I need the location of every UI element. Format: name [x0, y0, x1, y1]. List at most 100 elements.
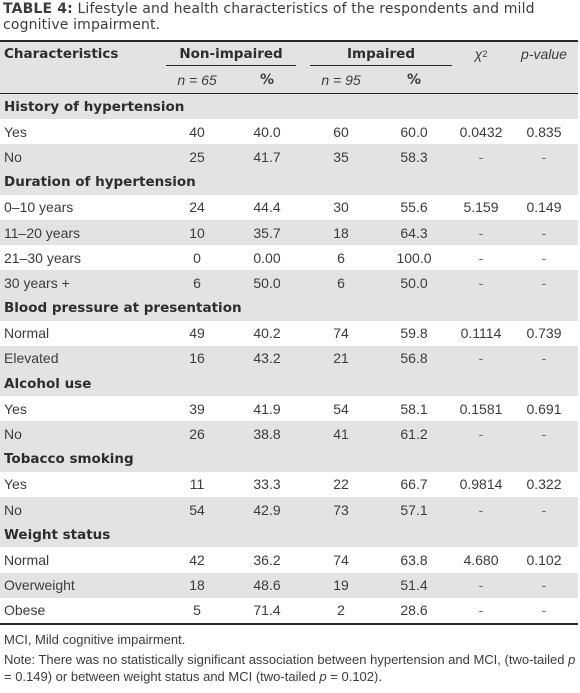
cell-percent-impaired: 60.0 — [400, 123, 428, 140]
cell-n-non-impaired: 40 — [189, 123, 205, 140]
cell-p-value: 0.739 — [526, 325, 562, 342]
cell-n-non-impaired: 6 — [193, 274, 201, 291]
cell-percent-impaired: 66.7 — [400, 476, 428, 493]
cell-percent-impaired: 56.8 — [400, 350, 428, 367]
cell-percent-impaired: 57.1 — [400, 501, 428, 518]
cell-chi-square: 5.159 — [463, 199, 499, 216]
cell-n-impaired: 19 — [333, 577, 349, 594]
header-percent-non-impaired: % — [259, 71, 275, 88]
cell-chi-square: - — [478, 148, 484, 165]
cell-chi-square: - — [478, 426, 484, 443]
table-row: 0–10 years 24 44.4 30 55.6 5.159 0.149 — [0, 195, 578, 220]
cell-percent-non-impaired: 50.0 — [253, 274, 281, 291]
cell-percent-non-impaired: 41.9 — [253, 400, 281, 417]
group-underline-impaired — [310, 65, 452, 66]
table-row: No 54 42.9 73 57.1 - - — [0, 497, 578, 523]
cell-p-value: - — [541, 249, 547, 266]
table-row: Normal 42 36.2 74 63.8 4.680 0.102 — [0, 547, 578, 572]
cell-p-value: 0.835 — [526, 123, 562, 140]
cell-n-impaired: 41 — [333, 426, 349, 443]
cell-chi-square: - — [478, 274, 484, 291]
section-title: Weight status — [4, 526, 111, 543]
cell-n-impaired: 74 — [333, 551, 349, 568]
cell-chi-square: - — [478, 249, 484, 266]
footnote-note: Note: There was no statistically signifi… — [4, 652, 576, 684]
cell-p-value: 0.102 — [526, 551, 562, 568]
cell-percent-impaired: 63.8 — [400, 551, 428, 568]
table-row: 11–20 years 10 35.7 18 64.3 - - — [0, 219, 578, 246]
cell-percent-non-impaired: 33.3 — [253, 476, 281, 493]
section-title: Blood pressure at presentation — [4, 300, 242, 317]
cell-n-non-impaired: 18 — [189, 577, 205, 594]
row-label: 30 years + — [4, 274, 70, 291]
cell-chi-square: - — [478, 602, 484, 619]
cell-n-non-impaired: 11 — [189, 476, 205, 493]
section-header-row: History of hypertension — [0, 94, 578, 120]
cell-n-impaired: 30 — [333, 199, 349, 216]
row-label: 0–10 years — [4, 199, 74, 216]
cell-percent-non-impaired: 42.9 — [253, 501, 281, 518]
table-row: Yes 11 33.3 22 66.7 0.9814 0.322 — [0, 472, 578, 497]
section-header-row: Tobacco smoking — [0, 446, 578, 472]
cell-chi-square: 0.0432 — [459, 123, 503, 140]
cell-percent-impaired: 50.0 — [400, 274, 428, 291]
cell-n-impaired: 6 — [337, 249, 345, 266]
cell-chi-square: - — [478, 577, 484, 594]
cell-percent-impaired: 28.6 — [400, 602, 428, 619]
cell-percent-impaired: 51.4 — [400, 577, 428, 594]
footnote-abbreviation: MCI, Mild cognitive impairment. — [4, 632, 186, 647]
cell-p-value: - — [541, 224, 547, 241]
cell-n-non-impaired: 0 — [193, 249, 201, 266]
cell-percent-impaired: 59.8 — [400, 325, 428, 342]
cell-n-impaired: 21 — [333, 350, 349, 367]
table-row: 21–30 years 0 0.00 6 100.0 - - — [0, 245, 578, 270]
cell-chi-square: 0.1581 — [459, 400, 503, 417]
cell-percent-non-impaired: 43.2 — [253, 350, 281, 367]
cell-p-value: - — [541, 602, 547, 619]
row-label: Elevated — [4, 350, 59, 367]
header-n-non-impaired: n = 65 — [177, 71, 217, 88]
section-header-row: Alcohol use — [0, 371, 578, 397]
header-n-impaired: n = 95 — [321, 71, 361, 88]
cell-chi-square: - — [478, 350, 484, 367]
cell-n-impaired: 18 — [333, 224, 349, 241]
cell-percent-non-impaired: 71.4 — [253, 602, 281, 619]
table-row: 30 years + 6 50.0 6 50.0 - - — [0, 270, 578, 296]
cell-n-impaired: 35 — [333, 148, 349, 165]
cell-chi-square: 4.680 — [463, 551, 499, 568]
table-row: Yes 40 40.0 60 60.0 0.0432 0.835 — [0, 119, 578, 144]
cell-p-value: - — [541, 426, 547, 443]
row-label: Obese — [4, 602, 46, 619]
header-impaired: Impaired — [347, 46, 415, 62]
row-label: 11–20 years — [4, 224, 81, 241]
table-row: No 26 38.8 41 61.2 - - — [0, 421, 578, 447]
group-underline-non-impaired — [166, 65, 296, 66]
cell-chi-square: - — [478, 501, 484, 518]
cell-chi-square: - — [478, 224, 484, 241]
row-label: 21–30 years — [4, 249, 82, 266]
row-label: Normal — [4, 325, 50, 342]
section-title: Tobacco smoking — [4, 451, 134, 468]
cell-p-value: 0.691 — [526, 400, 562, 417]
cell-n-non-impaired: 42 — [189, 551, 205, 568]
row-label: Yes — [4, 123, 27, 140]
cell-p-value: - — [541, 501, 547, 518]
header-row-subcolumns: n = 65 % n = 95 % — [0, 66, 578, 94]
cell-percent-impaired: 58.1 — [400, 400, 428, 417]
cell-percent-impaired: 100.0 — [396, 249, 432, 266]
header-percent-impaired: % — [406, 71, 422, 88]
cell-p-value: 0.322 — [526, 476, 562, 493]
cell-chi-square: 0.1114 — [460, 325, 502, 342]
cell-percent-non-impaired: 35.7 — [253, 224, 281, 241]
cell-n-impaired: 54 — [333, 400, 349, 417]
section-title: History of hypertension — [4, 98, 185, 115]
cell-percent-non-impaired: 38.8 — [253, 426, 281, 443]
cell-n-non-impaired: 5 — [193, 602, 201, 619]
cell-percent-non-impaired: 36.2 — [253, 551, 281, 568]
cell-percent-impaired: 55.6 — [400, 199, 428, 216]
cell-p-value: 0.149 — [526, 199, 562, 216]
cell-n-impaired: 2 — [337, 602, 345, 619]
